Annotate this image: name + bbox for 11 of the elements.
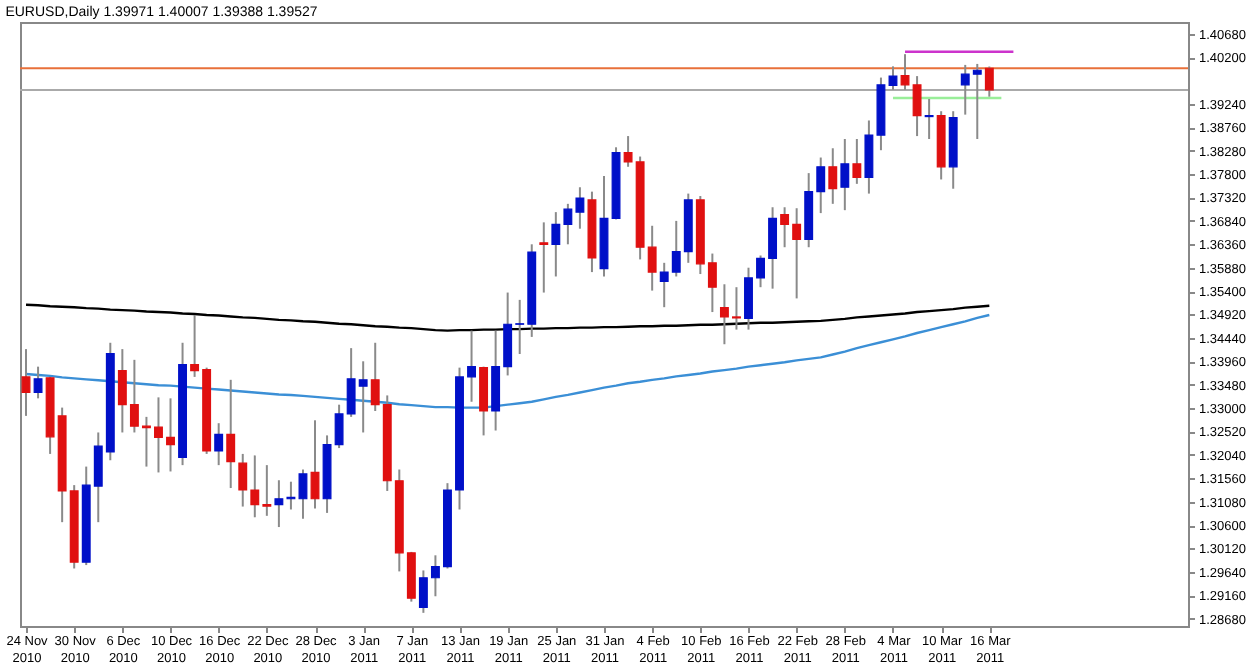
candlestick <box>310 419 320 510</box>
candlestick <box>33 365 43 400</box>
candlestick <box>539 221 549 294</box>
candlestick <box>840 138 850 212</box>
candlestick <box>852 138 862 185</box>
candlestick <box>214 422 224 467</box>
candlestick <box>924 98 934 140</box>
candlestick <box>828 147 838 205</box>
candlestick <box>479 365 489 437</box>
candlestick <box>226 378 236 490</box>
candlestick <box>984 65 994 98</box>
